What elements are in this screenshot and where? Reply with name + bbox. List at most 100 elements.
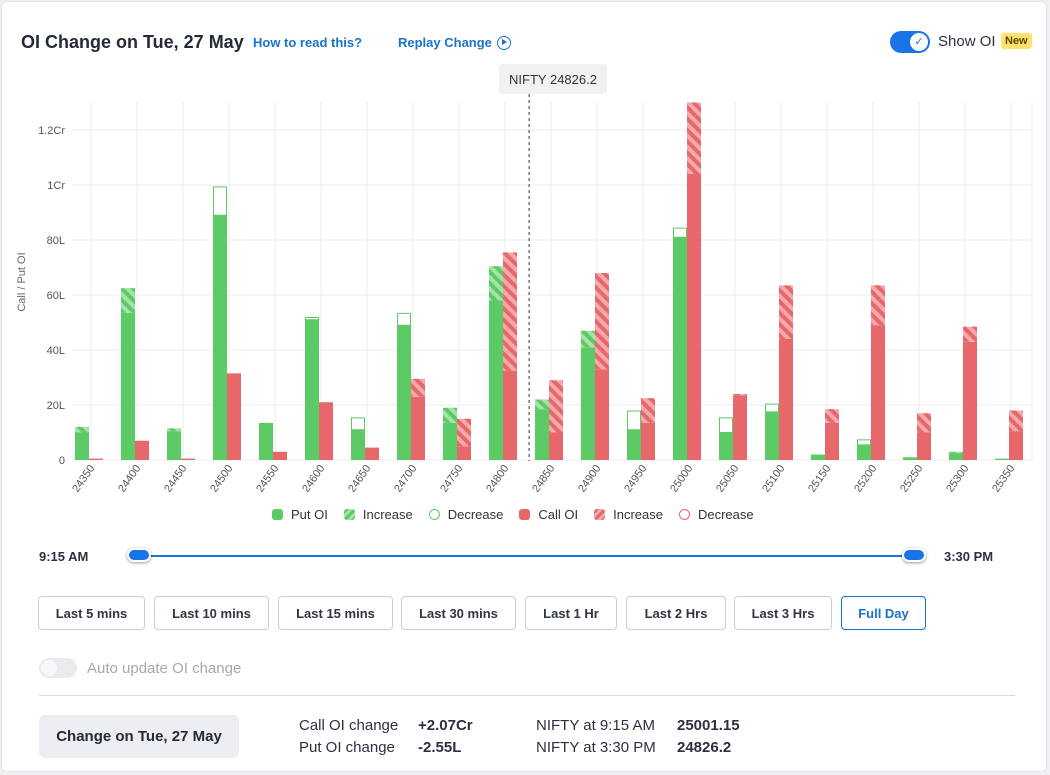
- call-oi-bar[interactable]: [963, 341, 977, 460]
- how-to-read-link[interactable]: How to read this?: [253, 35, 363, 50]
- put-decrease-bar[interactable]: [397, 312, 411, 326]
- put-oi-bar[interactable]: [949, 453, 963, 460]
- auto-update-toggle[interactable]: [39, 658, 77, 678]
- legend-call-increase[interactable]: Increase: [594, 507, 663, 522]
- put-oi-bar[interactable]: [811, 454, 825, 461]
- put-oi-bar[interactable]: [397, 325, 411, 460]
- range-last-2-hrs[interactable]: Last 2 Hrs: [626, 596, 726, 630]
- call-oi-bar[interactable]: [779, 339, 793, 460]
- call-oi-bar[interactable]: [825, 422, 839, 460]
- put-increase-bar[interactable]: [443, 407, 457, 423]
- put-oi-bar[interactable]: [351, 429, 365, 460]
- put-oi-bar[interactable]: [443, 422, 457, 460]
- call-oi-bar[interactable]: [687, 174, 701, 460]
- put-increase-bar[interactable]: [949, 451, 963, 454]
- call-increase-bar[interactable]: [917, 413, 931, 433]
- call-oi-bar[interactable]: [319, 402, 333, 460]
- put-decrease-bar[interactable]: [765, 403, 779, 413]
- call-increase-bar[interactable]: [503, 252, 517, 371]
- put-decrease-bar[interactable]: [351, 417, 365, 431]
- put-decrease-bar[interactable]: [627, 410, 641, 431]
- call-oi-bar[interactable]: [641, 422, 655, 460]
- put-oi-bar[interactable]: [857, 444, 871, 460]
- call-oi-bar[interactable]: [549, 432, 563, 461]
- put-increase-bar[interactable]: [581, 330, 595, 348]
- call-oi-bar[interactable]: [227, 373, 241, 460]
- put-oi-bar[interactable]: [535, 409, 549, 460]
- x-tick-label: 25150: [806, 463, 833, 492]
- put-oi-bar[interactable]: [167, 431, 181, 460]
- call-oi-bar[interactable]: [457, 446, 471, 460]
- put-oi-bar[interactable]: [627, 429, 641, 460]
- put-oi-bar[interactable]: [581, 347, 595, 460]
- call-increase-bar[interactable]: [963, 326, 977, 342]
- legend-put-increase[interactable]: Increase: [343, 507, 413, 522]
- legend-put-oi[interactable]: Put OI: [272, 507, 328, 522]
- put-increase-bar[interactable]: [167, 428, 181, 432]
- range-last-15-mins[interactable]: Last 15 mins: [278, 596, 393, 630]
- call-oi-bar[interactable]: [917, 432, 931, 461]
- replay-change-link[interactable]: Replay Change: [398, 35, 511, 51]
- call-increase-bar[interactable]: [411, 378, 425, 397]
- slider-end-handle[interactable]: [902, 548, 926, 562]
- put-decrease-bar[interactable]: [673, 227, 687, 238]
- range-last-30-mins[interactable]: Last 30 mins: [401, 596, 516, 630]
- put-decrease-bar[interactable]: [857, 439, 871, 446]
- legend-call-oi[interactable]: Call OI: [519, 507, 578, 522]
- put-oi-bar[interactable]: [719, 432, 733, 461]
- range-last-10-mins[interactable]: Last 10 mins: [154, 596, 269, 630]
- put-increase-bar[interactable]: [121, 288, 135, 313]
- call-increase-bar[interactable]: [641, 398, 655, 423]
- put-oi-bar[interactable]: [673, 237, 687, 460]
- call-increase-bar[interactable]: [595, 273, 609, 370]
- range-full-day[interactable]: Full Day: [841, 596, 926, 630]
- put-oi-bar[interactable]: [75, 432, 89, 461]
- x-tick-label: 24850: [530, 463, 557, 492]
- put-decrease-bar[interactable]: [213, 186, 227, 216]
- call-oi-bar[interactable]: [411, 396, 425, 460]
- call-oi-bar[interactable]: [181, 458, 195, 460]
- call-increase-bar[interactable]: [871, 285, 885, 326]
- call-increase-bar[interactable]: [779, 285, 793, 339]
- put-oi-bar[interactable]: [213, 215, 227, 460]
- call-increase-bar[interactable]: [825, 409, 839, 423]
- call-oi-bar[interactable]: [595, 369, 609, 460]
- call-oi-bar[interactable]: [503, 370, 517, 460]
- call-oi-bar[interactable]: [273, 451, 287, 460]
- call-increase-bar[interactable]: [549, 380, 563, 433]
- call-increase-bar[interactable]: [1009, 410, 1023, 432]
- change-date-button[interactable]: Change on Tue, 27 May: [39, 715, 239, 758]
- call-oi-bar[interactable]: [135, 440, 149, 460]
- call-decrease-swatch: [678, 509, 690, 520]
- put-oi-bar[interactable]: [305, 319, 319, 460]
- range-last-1-hr[interactable]: Last 1 Hr: [525, 596, 617, 630]
- put-oi-bar[interactable]: [765, 411, 779, 460]
- time-slider-track[interactable]: [139, 555, 914, 557]
- chart-legend: Put OI Increase Decrease Call OI Increas…: [272, 507, 770, 522]
- call-increase-bar[interactable]: [733, 394, 747, 396]
- put-oi-bar[interactable]: [121, 312, 135, 460]
- put-increase-bar[interactable]: [489, 266, 503, 301]
- slider-start-handle[interactable]: [127, 548, 151, 562]
- call-increase-bar[interactable]: [687, 102, 701, 175]
- put-decrease-bar[interactable]: [305, 317, 319, 321]
- put-increase-bar[interactable]: [535, 399, 549, 410]
- put-increase-bar[interactable]: [75, 427, 89, 433]
- range-last-3-hrs[interactable]: Last 3 Hrs: [734, 596, 832, 630]
- put-decrease-bar[interactable]: [719, 417, 733, 433]
- call-increase-bar[interactable]: [457, 418, 471, 447]
- put-oi-bar[interactable]: [489, 300, 503, 461]
- range-last-5-mins[interactable]: Last 5 mins: [38, 596, 145, 630]
- put-oi-bar[interactable]: [903, 457, 917, 460]
- legend-put-decrease[interactable]: Decrease: [428, 507, 503, 522]
- put-oi-bar[interactable]: [259, 422, 273, 460]
- call-oi-bar[interactable]: [89, 458, 103, 460]
- legend-call-decrease[interactable]: Decrease: [678, 507, 754, 522]
- call-oi-bar[interactable]: [733, 395, 747, 460]
- call-oi-bar[interactable]: [871, 325, 885, 460]
- call-oi-bar[interactable]: [1009, 431, 1023, 460]
- show-oi-toggle[interactable]: ✓: [890, 31, 930, 53]
- y-tick-label: 60L: [47, 290, 65, 302]
- put-oi-bar[interactable]: [995, 458, 1009, 460]
- call-oi-bar[interactable]: [365, 447, 379, 460]
